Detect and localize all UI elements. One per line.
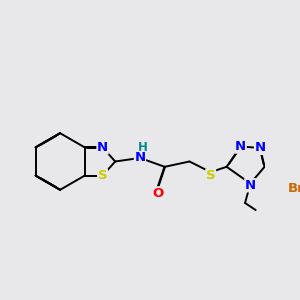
Text: O: O <box>152 187 163 200</box>
Text: S: S <box>206 169 215 182</box>
Text: N: N <box>134 152 146 164</box>
Text: N: N <box>97 141 108 154</box>
Text: H: H <box>138 141 148 154</box>
Text: N: N <box>235 140 246 153</box>
Text: S: S <box>98 169 107 182</box>
Text: Br: Br <box>288 182 300 194</box>
Text: N: N <box>254 141 266 154</box>
Text: N: N <box>245 179 256 192</box>
